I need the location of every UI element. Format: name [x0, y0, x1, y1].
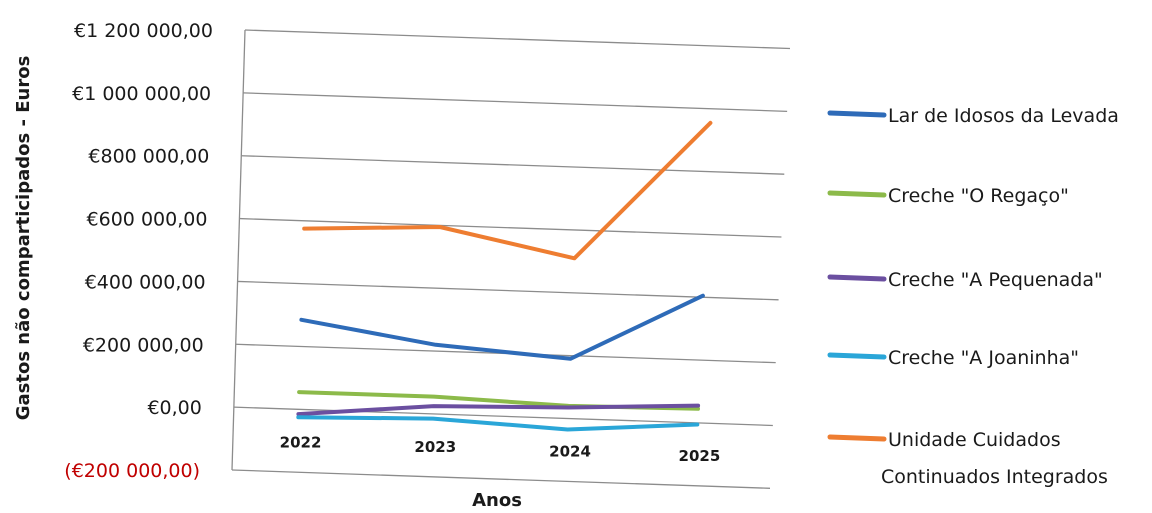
x-axis-title: Anos [472, 490, 522, 511]
x-tick-label: 2023 [414, 438, 456, 456]
legend: Lar de Idosos da Levada Creche "O Regaço"… [827, 105, 1119, 488]
legend-label: Creche "A Joaninha" [888, 347, 1079, 369]
legend-swatch [827, 434, 887, 442]
legend-swatch [827, 110, 887, 118]
legend-label: Unidade Cuidados [888, 429, 1061, 451]
series-line [296, 415, 700, 432]
gridline [231, 469, 771, 489]
series-line [296, 403, 701, 417]
legend-swatch [827, 352, 887, 360]
series-line [299, 293, 705, 361]
legend-label: Continuados Integrados [881, 466, 1108, 488]
y-tick-label: €400 000,00 [85, 271, 206, 293]
y-axis-ticks: €1 200 000,00 €1 000 000,00 €800 000,00 €60… [64, 20, 213, 482]
y-tick-label: (€200 000,00) [64, 460, 200, 482]
y-tick-label: €800 000,00 [88, 146, 209, 168]
gridline [237, 280, 779, 301]
legend-swatch [827, 190, 887, 198]
y-tick-label: €1 200 000,00 [74, 20, 213, 42]
x-tick-label: 2025 [679, 447, 721, 465]
legend-swatch [827, 274, 887, 282]
x-axis-ticks: 2022 2023 2024 2025 [280, 433, 721, 465]
gridline [239, 217, 782, 238]
gridline [243, 92, 788, 113]
gridlines [231, 29, 791, 489]
y-tick-label: €600 000,00 [87, 209, 208, 231]
legend-label: Creche "O Regaço" [888, 185, 1069, 207]
x-tick-label: 2024 [549, 443, 591, 461]
x-tick-label: 2022 [280, 433, 322, 451]
series-lines [296, 120, 713, 432]
y-tick-label: €0,00 [147, 397, 201, 419]
y-tick-label: €200 000,00 [83, 334, 204, 356]
y-axis-title: Gastos não comparticipados - Euros [13, 56, 34, 421]
gridline [233, 406, 773, 427]
y-tick-label: €1 000 000,00 [72, 83, 211, 105]
gridline [244, 29, 791, 50]
legend-label: Creche "A Pequenada" [888, 269, 1103, 291]
gridline [241, 155, 785, 175]
legend-label: Lar de Idosos da Levada [888, 105, 1119, 127]
y-axis-line [231, 29, 246, 471]
series-line [302, 120, 713, 261]
